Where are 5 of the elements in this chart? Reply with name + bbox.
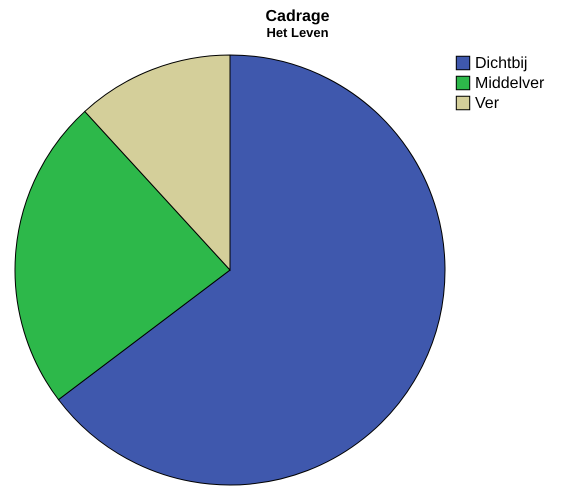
legend-label: Dichtbij (475, 55, 528, 72)
chart-title: Cadrage (265, 8, 330, 25)
chart-subtitle: Het Leven (266, 25, 329, 40)
legend-label: Middelver (475, 75, 546, 92)
legend-label: Ver (475, 95, 500, 112)
